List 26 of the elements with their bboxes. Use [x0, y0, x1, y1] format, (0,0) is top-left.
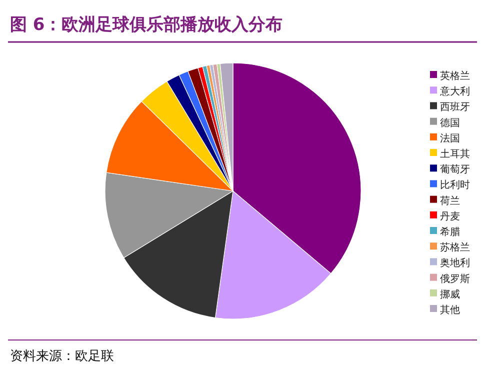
pie-slice [124, 190, 234, 318]
pie-slice [104, 172, 234, 258]
pie-slice [232, 62, 362, 274]
legend-label: 希腊 [440, 226, 460, 238]
pie-slice [220, 62, 234, 192]
legend-label: 苏格兰 [440, 242, 470, 254]
legend-label: 葡萄牙 [440, 164, 470, 176]
legend-label: 其他 [440, 304, 460, 316]
pie-slice [141, 81, 234, 192]
legend-label: 英格兰 [440, 70, 470, 82]
pie-slice [214, 190, 332, 320]
legend-label: 意大利 [439, 86, 470, 98]
legend-label: 丹麦 [440, 210, 460, 222]
legend-label: 俄罗斯 [440, 272, 470, 285]
legend-label: 土耳其 [440, 148, 470, 160]
legend-label: 荷兰 [440, 194, 460, 207]
legend-label: 德国 [440, 118, 460, 129]
legend-label: 挪威 [440, 288, 460, 300]
pie-slice [106, 101, 234, 192]
pie-slice [166, 74, 234, 192]
legend-label: 法国 [440, 132, 460, 144]
chart-title: 图 6：欧洲足球俱乐部播放收入分布 [10, 15, 283, 35]
legend-label: 西班牙 [440, 101, 470, 114]
legend-label: 奥地利 [440, 257, 470, 270]
text: 资料来源：欧足联 [10, 349, 114, 364]
legend-label: 比利时 [440, 179, 470, 192]
